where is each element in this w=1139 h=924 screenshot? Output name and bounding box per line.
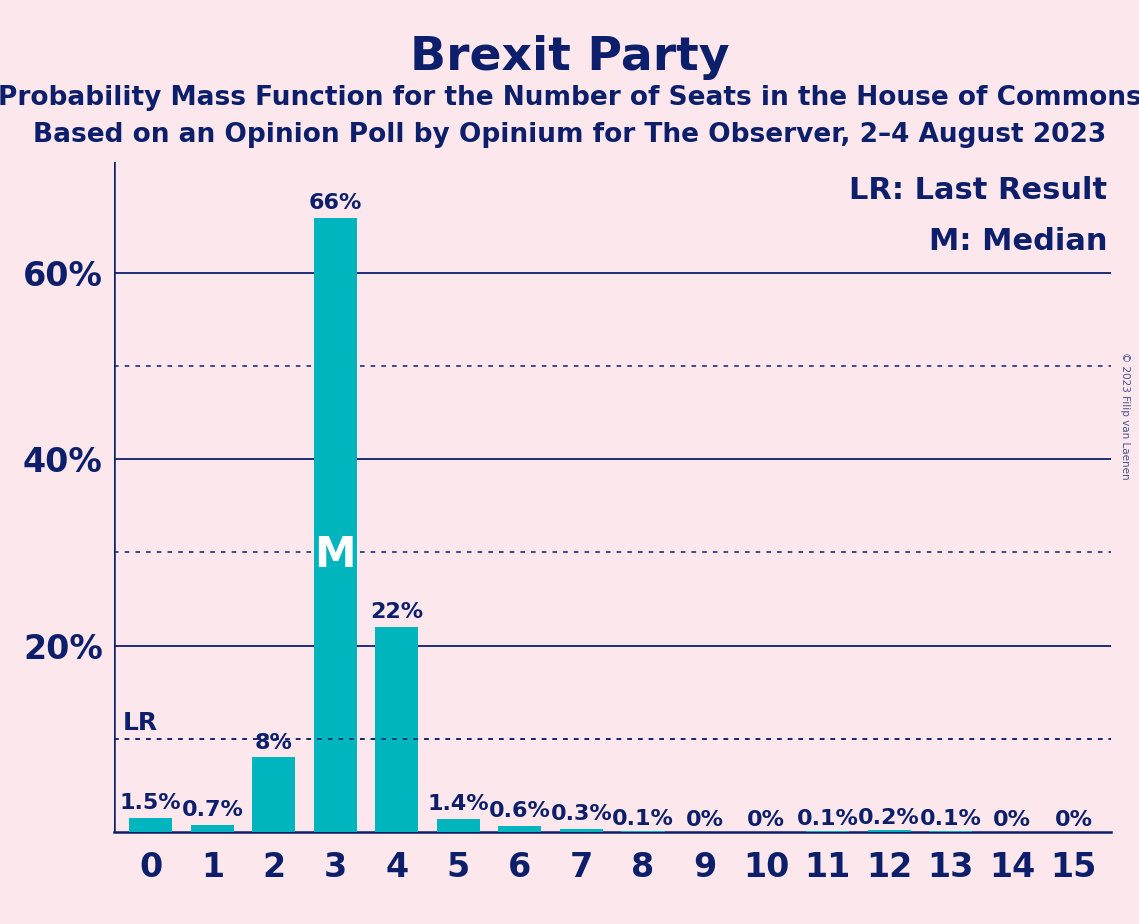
- Text: M: M: [314, 534, 357, 577]
- Text: 0.1%: 0.1%: [796, 808, 859, 829]
- Bar: [191, 825, 233, 832]
- Text: 0.3%: 0.3%: [550, 804, 613, 824]
- Bar: [868, 830, 910, 832]
- Bar: [560, 829, 603, 832]
- Text: Based on an Opinion Poll by Opinium for The Observer, 2–4 August 2023: Based on an Opinion Poll by Opinium for …: [33, 122, 1106, 148]
- Text: LR: LR: [123, 711, 158, 735]
- Text: Probability Mass Function for the Number of Seats in the House of Commons: Probability Mass Function for the Number…: [0, 85, 1139, 111]
- Bar: [376, 626, 418, 832]
- Text: 0%: 0%: [686, 809, 723, 830]
- Text: 0.2%: 0.2%: [858, 808, 920, 828]
- Bar: [253, 757, 295, 832]
- Text: 22%: 22%: [370, 602, 424, 622]
- Text: 66%: 66%: [309, 193, 362, 213]
- Text: 0.6%: 0.6%: [489, 801, 551, 821]
- Bar: [437, 819, 480, 832]
- Text: 0%: 0%: [1055, 809, 1092, 830]
- Text: 8%: 8%: [255, 733, 293, 752]
- Text: 1.4%: 1.4%: [427, 794, 490, 814]
- Bar: [130, 818, 172, 832]
- Text: M: Median: M: Median: [929, 226, 1107, 256]
- Bar: [499, 826, 541, 832]
- Text: 0%: 0%: [747, 809, 785, 830]
- Text: 0.1%: 0.1%: [612, 808, 674, 829]
- Text: 1.5%: 1.5%: [120, 793, 181, 813]
- Bar: [314, 217, 357, 832]
- Text: 0.7%: 0.7%: [181, 800, 244, 821]
- Bar: [929, 831, 972, 832]
- Bar: [622, 831, 664, 832]
- Text: LR: Last Result: LR: Last Result: [850, 176, 1107, 204]
- Bar: [806, 831, 849, 832]
- Text: Brexit Party: Brexit Party: [410, 35, 729, 80]
- Text: © 2023 Filip van Laenen: © 2023 Filip van Laenen: [1121, 352, 1130, 480]
- Text: 0.1%: 0.1%: [919, 808, 982, 829]
- Text: 0%: 0%: [993, 809, 1031, 830]
